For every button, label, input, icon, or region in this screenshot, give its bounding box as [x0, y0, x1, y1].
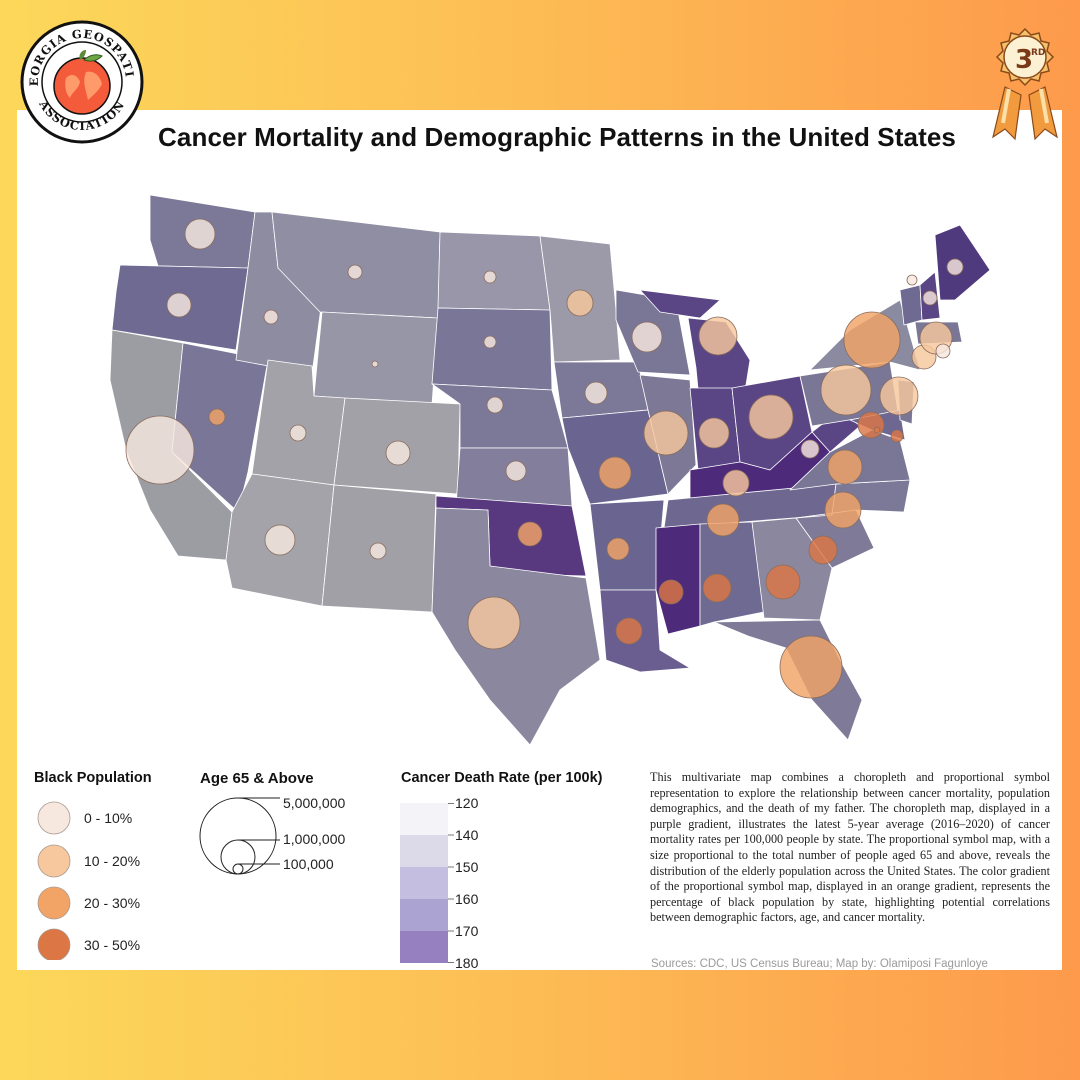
- legend-class-20-30: 20 - 30%: [84, 895, 141, 911]
- symbol-va: [827, 449, 863, 485]
- legend-circle-1000000: [220, 839, 256, 875]
- legend-black-population-title: Black Population: [34, 770, 152, 786]
- symbol-fl: [779, 635, 843, 699]
- symbol-de: [890, 429, 904, 443]
- legend-black-population-swatches: [37, 801, 71, 960]
- symbol-nv: [208, 408, 226, 426]
- legend-swatch-30-50: [37, 928, 71, 960]
- symbol-mo: [598, 456, 632, 490]
- symbol-ca: [125, 415, 195, 485]
- award-rank-number: 3: [1015, 45, 1033, 75]
- legend-class-30-50: 30 - 50%: [84, 937, 141, 953]
- symbol-pa: [820, 364, 872, 416]
- symbol-sd: [483, 335, 497, 349]
- legend-age-1000000: 1,000,000: [283, 831, 346, 847]
- legend-break-160: 160: [455, 891, 479, 907]
- ramp-140-150: [400, 835, 448, 867]
- symbol-nm: [369, 542, 387, 560]
- symbol-mt: [347, 264, 363, 280]
- legend-swatch-10-20: [37, 844, 71, 878]
- symbol-nh: [922, 290, 938, 306]
- symbol-oh: [748, 394, 794, 440]
- symbol-nj: [879, 376, 919, 416]
- symbol-ny: [843, 311, 901, 369]
- legend-break-180: 180: [455, 955, 479, 971]
- symbol-wy: [371, 360, 379, 368]
- state-michigan-upper: [639, 289, 721, 319]
- legend-class-10-20: 10 - 20%: [84, 853, 141, 869]
- symbol-nc: [824, 491, 862, 529]
- symbol-ga: [765, 564, 801, 600]
- legend-swatch-20-30: [37, 886, 71, 920]
- symbol-wa: [184, 218, 216, 250]
- legend-circle-5000000: [199, 797, 277, 875]
- peach-globe-icon: [53, 50, 111, 115]
- symbol-me: [946, 258, 964, 276]
- symbol-ut: [289, 424, 307, 442]
- legend-age65-title: Age 65 & Above: [200, 770, 314, 787]
- symbol-nd: [483, 270, 497, 284]
- legend-circle-100000: [232, 863, 244, 875]
- sources-credit: Sources: CDC, US Census Bureau; Map by: …: [651, 958, 988, 970]
- legend-break-120: 120: [455, 795, 479, 811]
- legend-break-140: 140: [455, 827, 479, 843]
- symbol-ms: [658, 579, 684, 605]
- symbol-tx: [467, 596, 521, 650]
- symbol-tn: [706, 503, 740, 537]
- symbol-al: [702, 573, 732, 603]
- state-wyoming: [313, 311, 439, 406]
- ramp-160-170: [400, 899, 448, 931]
- symbol-mn: [566, 289, 594, 317]
- symbol-sc: [808, 535, 838, 565]
- symbol-ne: [486, 396, 504, 414]
- symbol-or: [166, 292, 192, 318]
- state-north-dakota: [437, 231, 551, 311]
- legend-death-rate-title: Cancer Death Rate (per 100k): [401, 770, 603, 786]
- state-mississippi: [655, 523, 701, 635]
- legend-break-170: 170: [455, 923, 479, 939]
- state-south-dakota: [431, 307, 553, 391]
- legend-age-100000: 100,000: [283, 856, 334, 872]
- symbol-ar: [606, 537, 630, 561]
- symbol-id: [263, 309, 279, 325]
- symbol-in: [698, 417, 730, 449]
- symbol-la: [615, 617, 643, 645]
- symbol-ok: [517, 521, 543, 547]
- legend-death-rate-ramp: [400, 803, 454, 963]
- legend-class-0-10: 0 - 10%: [84, 810, 133, 826]
- state-vermont: [899, 284, 923, 326]
- map-description: This multivariate map combines a choropl…: [650, 770, 1050, 925]
- symbol-ri: [935, 343, 951, 359]
- symbol-mi: [698, 316, 738, 356]
- legend-break-150: 150: [455, 859, 479, 875]
- symbol-ky: [722, 469, 750, 497]
- legend-age65-circles: [199, 797, 280, 875]
- symbol-co: [385, 440, 411, 466]
- symbol-wi: [631, 321, 663, 353]
- ramp-150-160: [400, 867, 448, 899]
- ribbon-medal-icon: 3 RD: [992, 27, 1058, 141]
- symbol-az: [264, 524, 296, 556]
- ramp-120-140: [400, 803, 448, 835]
- georgia-geospatial-logo: GEORGIA GEOSPATIAL ASSOCIATION: [20, 20, 144, 144]
- legend-swatch-0-10: [37, 801, 71, 835]
- symbol-ia: [584, 381, 608, 405]
- symbol-vt: [906, 274, 918, 286]
- symbol-wv: [800, 439, 820, 459]
- symbol-il: [643, 410, 689, 456]
- symbol-dc: [873, 426, 881, 434]
- symbol-md: [857, 411, 885, 439]
- symbol-ks: [505, 460, 527, 482]
- page-title: Cancer Mortality and Demographic Pattern…: [158, 122, 956, 152]
- award-rank-suffix: RD: [1031, 48, 1045, 58]
- state-maine: [934, 224, 991, 301]
- legend-age-5000000: 5,000,000: [283, 795, 346, 811]
- ramp-170-180: [400, 931, 448, 963]
